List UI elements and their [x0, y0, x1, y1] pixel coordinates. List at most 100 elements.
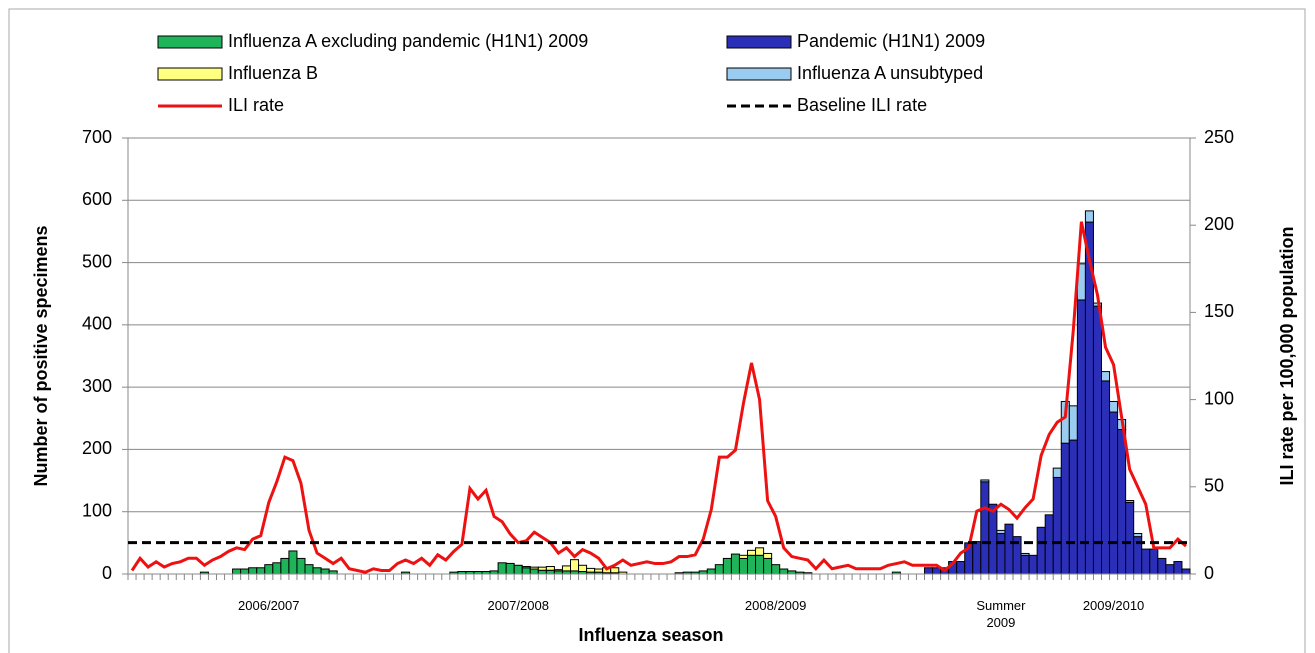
bar	[924, 567, 934, 575]
x-tick-label: Summer 2009	[976, 598, 1026, 630]
bar	[1133, 533, 1143, 538]
bar	[1052, 476, 1062, 575]
y2-tick-label: 50	[1204, 476, 1224, 496]
bar	[738, 557, 748, 575]
bar	[722, 557, 732, 575]
legend-swatch	[726, 35, 792, 49]
bar	[1084, 210, 1094, 223]
legend-label: Pandemic (H1N1) 2009	[797, 31, 985, 51]
bar	[1101, 380, 1111, 575]
bar	[1076, 299, 1086, 575]
x-tick-label: 2007/2008	[487, 598, 549, 613]
bar	[1020, 552, 1030, 556]
bar	[545, 566, 555, 571]
bar	[1060, 442, 1070, 575]
bar	[996, 533, 1006, 575]
bar	[537, 566, 547, 571]
bar	[1044, 514, 1054, 575]
bar	[1036, 526, 1046, 575]
bar	[1068, 439, 1078, 575]
y-tick-label: 100	[82, 500, 112, 520]
bar	[529, 566, 539, 570]
bar	[1020, 554, 1030, 575]
legend-label: ILI rate	[228, 95, 284, 115]
bar	[730, 553, 740, 575]
line	[130, 221, 1187, 574]
legend-label: Influenza A unsubtyped	[797, 63, 983, 83]
bar	[755, 547, 765, 556]
legend-label: Influenza B	[228, 63, 318, 83]
bar	[706, 568, 716, 575]
y2-axis-title: ILI rate per 100,000 population	[1277, 226, 1297, 485]
bar	[505, 562, 515, 575]
legend-swatch	[726, 67, 792, 81]
bar	[248, 567, 258, 575]
bar	[1028, 554, 1038, 575]
bar	[529, 568, 539, 575]
bar	[763, 552, 773, 559]
bar	[747, 554, 757, 575]
bar	[594, 568, 604, 573]
bar	[264, 564, 274, 575]
bar	[586, 567, 596, 573]
bar	[1004, 523, 1014, 575]
bar	[980, 481, 990, 575]
bar	[1149, 548, 1159, 575]
legend-label: Influenza A excluding pandemic (H1N1) 20…	[228, 31, 588, 51]
bar	[714, 564, 724, 575]
bar	[537, 569, 547, 575]
bar	[1181, 568, 1191, 575]
bar	[312, 567, 322, 575]
bar	[521, 567, 531, 575]
bar	[1125, 501, 1135, 575]
legend-swatch	[157, 35, 223, 49]
bar	[578, 564, 588, 573]
bar	[1141, 548, 1151, 575]
y2-tick-label: 0	[1204, 563, 1214, 583]
bar	[296, 557, 306, 575]
x-tick-label: 2009/2010	[1082, 598, 1145, 613]
y-tick-label: 200	[82, 438, 112, 458]
bar	[240, 568, 250, 575]
y-axis-title: Number of positive specimens	[31, 225, 51, 486]
bar	[1125, 500, 1135, 503]
bar	[1052, 467, 1062, 478]
bar	[956, 561, 966, 575]
bar	[561, 565, 571, 572]
bar	[288, 550, 298, 575]
bar	[1109, 400, 1119, 413]
bar	[272, 562, 282, 575]
bar	[755, 554, 765, 575]
bar	[545, 569, 555, 575]
bar	[763, 557, 773, 575]
bar	[553, 569, 563, 572]
y2-tick-label: 250	[1204, 127, 1234, 147]
bar	[980, 479, 990, 483]
y-tick-label: 300	[82, 376, 112, 396]
y2-tick-label: 150	[1204, 301, 1234, 321]
bar	[747, 549, 757, 556]
bar	[232, 568, 242, 575]
bar	[521, 566, 531, 569]
x-axis-title: Influenza season	[578, 625, 723, 645]
bar	[1173, 561, 1183, 575]
bar	[1157, 557, 1167, 575]
y-tick-label: 700	[82, 127, 112, 147]
legend-label: Baseline ILI rate	[797, 95, 927, 115]
bar	[497, 562, 507, 575]
y-tick-label: 500	[82, 251, 112, 271]
legend-swatch	[157, 67, 223, 81]
bar	[1068, 405, 1078, 441]
y-tick-label: 0	[102, 563, 112, 583]
frame	[8, 8, 1306, 653]
bar	[320, 568, 330, 575]
x-tick-label: 2008/2009	[744, 598, 807, 613]
bar	[256, 567, 266, 575]
y2-tick-label: 100	[1204, 388, 1234, 408]
bar	[570, 559, 580, 572]
bar	[738, 554, 748, 559]
bar	[988, 503, 998, 575]
bar	[972, 541, 982, 575]
